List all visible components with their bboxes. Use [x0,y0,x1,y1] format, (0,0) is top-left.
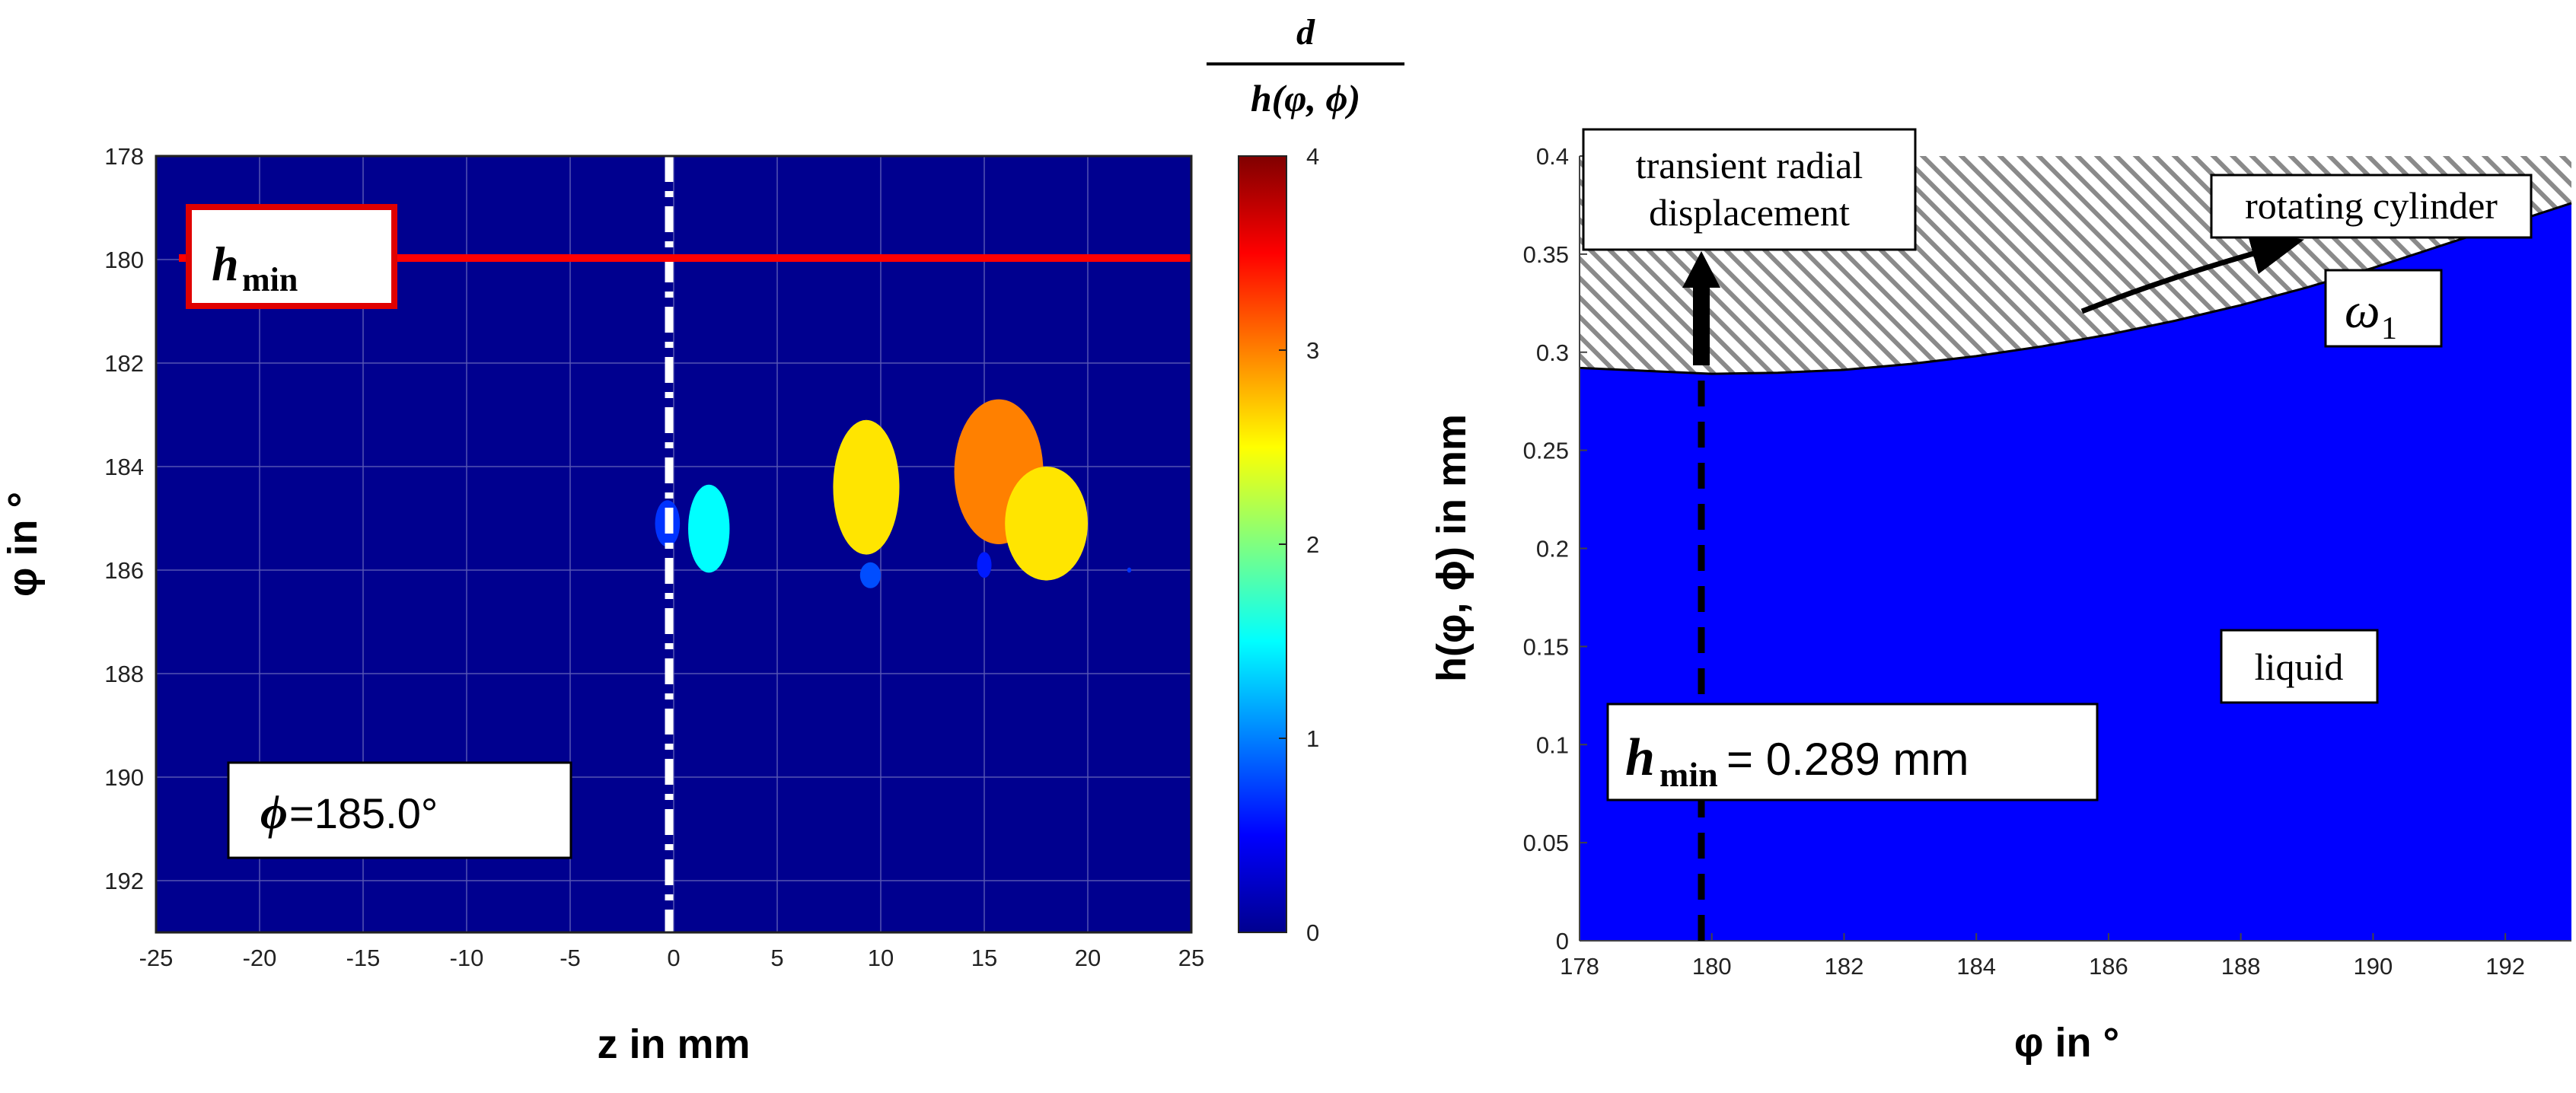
transient-label-line1: transient radial [1636,144,1863,186]
heatmap-x-tick-label: 20 [1075,945,1101,971]
heatmap-x-ticks: -25 -20 -15 -10 -5 0 5 10 15 20 25 [139,945,1205,971]
heatmap-frame [155,155,1193,934]
area-plot: 178 180 182 184 186 188 190 192 0 0.05 0.1 0.15 0.2… [1429,128,2572,1066]
area-x-tick-label: 178 [1560,953,1599,980]
droplet [688,484,730,573]
colorbar-title-numerator: d [1296,12,1315,53]
hmin-label-main: h [212,237,239,291]
colorbar: 0 1 2 3 4 d h(φ, ϕ) [1207,12,1404,946]
heatmap-y-tick-label: 190 [104,764,144,791]
omega-box [2324,269,2443,348]
area-y-tick-label: 0.05 [1523,830,1569,856]
area-x-ticks: 178 180 182 184 186 188 190 192 [1560,933,2525,980]
colorbar-tick-label: 4 [1306,143,1319,170]
area-y-ticks: 0 0.05 0.1 0.15 0.2 0.25 0.3 0.35 0.4 [1523,143,1587,954]
heatmap-x-tick-label: 0 [667,945,680,971]
liquid-box [2220,629,2379,704]
heatmap-x-tick-label: -10 [450,945,484,971]
droplet [977,552,992,578]
phi-label-box: ϕ =185.0° [227,761,572,859]
phi-box [227,761,572,859]
heatmap-x-tick-label: 15 [971,945,997,971]
rotating-label: rotating cylinder [2245,184,2498,227]
heatmap-y-tick-label: 192 [104,868,144,894]
hmin-value-rect [1606,703,2099,801]
heatmap-y-label: φ in ° [0,492,46,597]
area-y-tick-label: 0.3 [1536,339,1569,366]
area-y-label: h(φ, ϕ) in mm [1429,414,1475,682]
area-y-tick-label: 0.2 [1536,536,1569,562]
heatmap-x-label: z in mm [597,1021,750,1067]
hmin-value-box: h min = 0.289 mm [1606,703,2099,801]
colorbar-tick-label: 0 [1306,919,1319,946]
heatmap-x-tick-label: -20 [243,945,277,971]
transient-label-line2: displacement [1649,191,1850,234]
hmin-value-main: h [1625,728,1655,787]
droplet-layer [655,399,1132,588]
hmin-box [186,204,397,309]
droplet [859,562,881,588]
rotating-label-box: rotating cylinder [2210,174,2533,239]
heatmap-y-tick-label: 178 [104,143,144,170]
droplet [833,419,900,555]
displacement-arrow-shaft [1693,283,1710,365]
transient-box [1582,128,1917,251]
heatmap-plot: -25 -20 -15 -10 -5 0 5 10 15 20 25 178 180 182 184 186… [0,143,1204,1067]
liquid-surface-curve [1579,202,2572,375]
liquid-label: liquid [2255,645,2344,688]
area-y-tick-label: 0.4 [1536,143,1569,170]
area-x-tick-label: 186 [2089,953,2128,980]
area-x-label: φ in ° [2014,1020,2119,1066]
hmin-value-text: = 0.289 mm [1726,734,1969,785]
heatmap-y-ticks: 178 180 182 184 186 188 190 192 [104,143,144,894]
area-y-tick-label: 0.25 [1523,438,1569,464]
colorbar-tick-label: 3 [1306,337,1319,364]
transient-label-box: transient radial displacement [1582,128,1917,251]
rotating-box [2210,174,2533,239]
area-y-tick-label: 0.1 [1536,731,1569,758]
heatmap-x-tick-label: -5 [560,945,581,971]
hmin-value-sub: min [1659,755,1718,794]
heatmap-y-tick-label: 184 [104,454,144,480]
heatmap-x-tick-label: 10 [868,945,894,971]
liquid-label-box: liquid [2220,629,2379,704]
area-x-tick-label: 182 [1825,953,1864,980]
area-x-tick-label: 180 [1692,953,1732,980]
phi-symbol: ϕ [260,787,288,839]
area-x-tick-label: 188 [2221,953,2261,980]
heatmap-x-tick-label: 5 [770,945,783,971]
hmin-label-sub: min [242,261,298,298]
phi-value: =185.0° [289,789,438,837]
colorbar-tick-label: 1 [1306,725,1319,752]
droplet [1005,467,1088,581]
heatmap-x-tick-label: -15 [346,945,381,971]
droplet [1127,567,1132,573]
heatmap-y-tick-label: 186 [104,557,144,584]
colorbar-tick-label: 2 [1306,531,1319,558]
omega-label-box: ω 1 [2324,269,2443,348]
rotation-arrow [2080,232,2305,314]
heatmap-y-tick-label: 180 [104,247,144,273]
hmin-label-box: h min [186,204,397,309]
colorbar-title-denominator: h(φ, ϕ) [1251,77,1360,119]
heatmap-y-tick-label: 188 [104,661,144,687]
omega-subscript: 1 [2381,311,2397,346]
displacement-arrow-head [1682,251,1720,288]
heatmap-x-tick-label: 25 [1178,945,1204,971]
area-y-tick-label: 0.35 [1523,241,1569,268]
area-x-tick-label: 184 [1956,953,1996,980]
colorbar-gradient [1238,155,1287,933]
omega-symbol: ω [2345,283,2380,339]
area-x-tick-label: 192 [2485,953,2525,980]
area-x-tick-label: 190 [2354,953,2393,980]
heatmap-y-tick-label: 182 [104,350,144,377]
area-y-tick-label: 0 [1556,928,1569,954]
heatmap-x-tick-label: -25 [139,945,174,971]
colorbar-ticks: 0 1 2 3 4 [1279,143,1319,946]
area-y-tick-label: 0.15 [1523,633,1569,660]
